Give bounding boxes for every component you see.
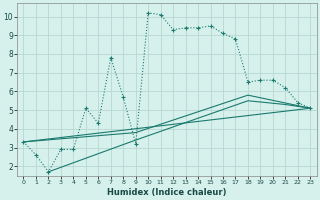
X-axis label: Humidex (Indice chaleur): Humidex (Indice chaleur) bbox=[107, 188, 227, 197]
